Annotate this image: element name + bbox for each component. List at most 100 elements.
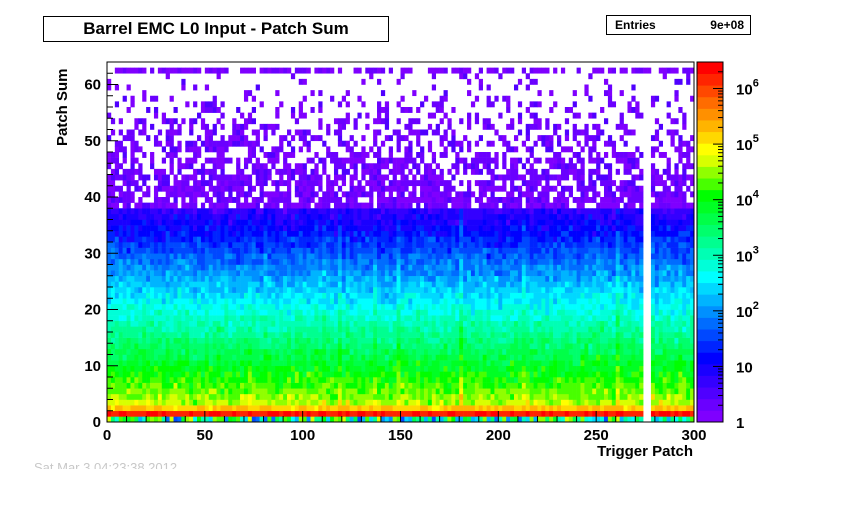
heatmap-cell <box>470 303 476 310</box>
heatmap-cell <box>373 236 378 243</box>
heatmap-cell <box>169 399 174 406</box>
heatmap-cell <box>138 281 143 288</box>
heatmap-cell <box>467 225 472 232</box>
heatmap-cell <box>306 292 311 299</box>
heatmap-cell <box>384 281 390 288</box>
heatmap-cell <box>267 382 272 389</box>
heatmap-cell <box>146 309 151 316</box>
heatmap-cell <box>283 287 288 293</box>
heatmap-cell <box>326 326 331 333</box>
heatmap-cell <box>134 315 139 322</box>
heatmap-cell <box>373 348 378 355</box>
heatmap-cell <box>197 112 202 119</box>
heatmap-cell <box>455 320 460 327</box>
heatmap-cell <box>259 320 264 327</box>
heatmap-cell <box>243 213 249 220</box>
heatmap-cell <box>247 292 253 299</box>
heatmap-cell <box>357 410 362 417</box>
heatmap-cell <box>459 388 464 395</box>
heatmap-cell <box>107 236 112 243</box>
heatmap-cell <box>169 270 174 277</box>
heatmap-cell <box>138 174 143 181</box>
heatmap-cell <box>443 247 448 254</box>
heatmap-cell <box>298 292 303 299</box>
heatmap-cell <box>341 180 347 187</box>
heatmap-cell <box>263 399 268 406</box>
heatmap-cell <box>243 388 249 395</box>
heatmap-cell <box>420 371 425 378</box>
heatmap-cell <box>463 202 468 209</box>
heatmap-cell <box>169 343 174 350</box>
heatmap-cell <box>236 219 241 226</box>
heatmap-cell <box>200 393 206 400</box>
heatmap-cell <box>322 309 327 316</box>
heatmap-cell <box>330 225 335 232</box>
heatmap-cell <box>263 213 268 220</box>
heatmap-cell <box>255 129 260 136</box>
heatmap-cell <box>341 326 347 333</box>
heatmap-cell <box>377 146 382 153</box>
heatmap-cell <box>470 354 476 361</box>
heatmap-cell <box>412 208 417 215</box>
heatmap-cell <box>302 275 307 282</box>
heatmap-cell <box>357 225 362 232</box>
heatmap-cell <box>474 236 480 243</box>
heatmap-cell <box>150 152 155 158</box>
heatmap-cell <box>380 410 386 417</box>
heatmap-cell <box>498 258 503 265</box>
heatmap-cell <box>204 191 210 198</box>
heatmap-cell <box>377 303 382 310</box>
heatmap-cell <box>228 360 233 367</box>
heatmap-cell <box>189 174 194 181</box>
heatmap-cell <box>220 326 225 333</box>
heatmap-cell <box>357 242 362 248</box>
heatmap-cell <box>486 292 491 299</box>
heatmap-cell <box>153 298 159 305</box>
heatmap-cell <box>486 140 491 147</box>
heatmap-cell <box>404 399 409 406</box>
heatmap-cell <box>118 185 123 192</box>
heatmap-cell <box>263 258 268 265</box>
heatmap-cell <box>486 377 491 383</box>
heatmap-cell <box>153 270 159 277</box>
heatmap-cell <box>290 365 296 372</box>
heatmap-cell <box>236 107 241 113</box>
heatmap-cell <box>302 365 307 372</box>
heatmap-cell <box>200 298 206 305</box>
heatmap-cell <box>318 388 323 395</box>
heatmap-cell <box>150 225 155 232</box>
heatmap-cell <box>314 202 319 209</box>
heatmap-cell <box>435 337 440 344</box>
heatmap-cell <box>181 292 186 299</box>
heatmap-cell <box>435 185 440 192</box>
heatmap-cell <box>157 365 163 372</box>
heatmap-cell <box>384 174 390 181</box>
heatmap-cell <box>287 174 292 181</box>
heatmap-cell <box>333 264 339 271</box>
heatmap-cell <box>420 197 425 203</box>
heatmap-cell <box>384 230 390 237</box>
heatmap-cell <box>197 388 202 395</box>
heatmap-cell <box>157 140 163 147</box>
heatmap-cell <box>420 101 425 108</box>
heatmap-cell <box>333 343 339 350</box>
heatmap-cell <box>251 337 256 344</box>
heatmap-cell <box>478 326 483 333</box>
heatmap-cell <box>357 180 362 187</box>
heatmap-cell <box>181 326 186 333</box>
heatmap-cell <box>150 230 155 237</box>
heatmap-cell <box>302 140 307 147</box>
heatmap-cell <box>400 365 405 372</box>
heatmap-cell <box>443 332 448 338</box>
heatmap-cell <box>470 253 476 260</box>
heatmap-cell <box>177 298 182 305</box>
heatmap-cell <box>345 258 350 265</box>
heatmap-cell <box>439 95 444 102</box>
heatmap-cell <box>255 225 260 232</box>
heatmap-cell <box>337 219 343 226</box>
heatmap-cell <box>380 371 386 378</box>
heatmap-cell <box>247 326 253 333</box>
heatmap-cell <box>420 185 425 192</box>
heatmap-cell <box>341 157 347 164</box>
heatmap-cell <box>298 202 303 209</box>
